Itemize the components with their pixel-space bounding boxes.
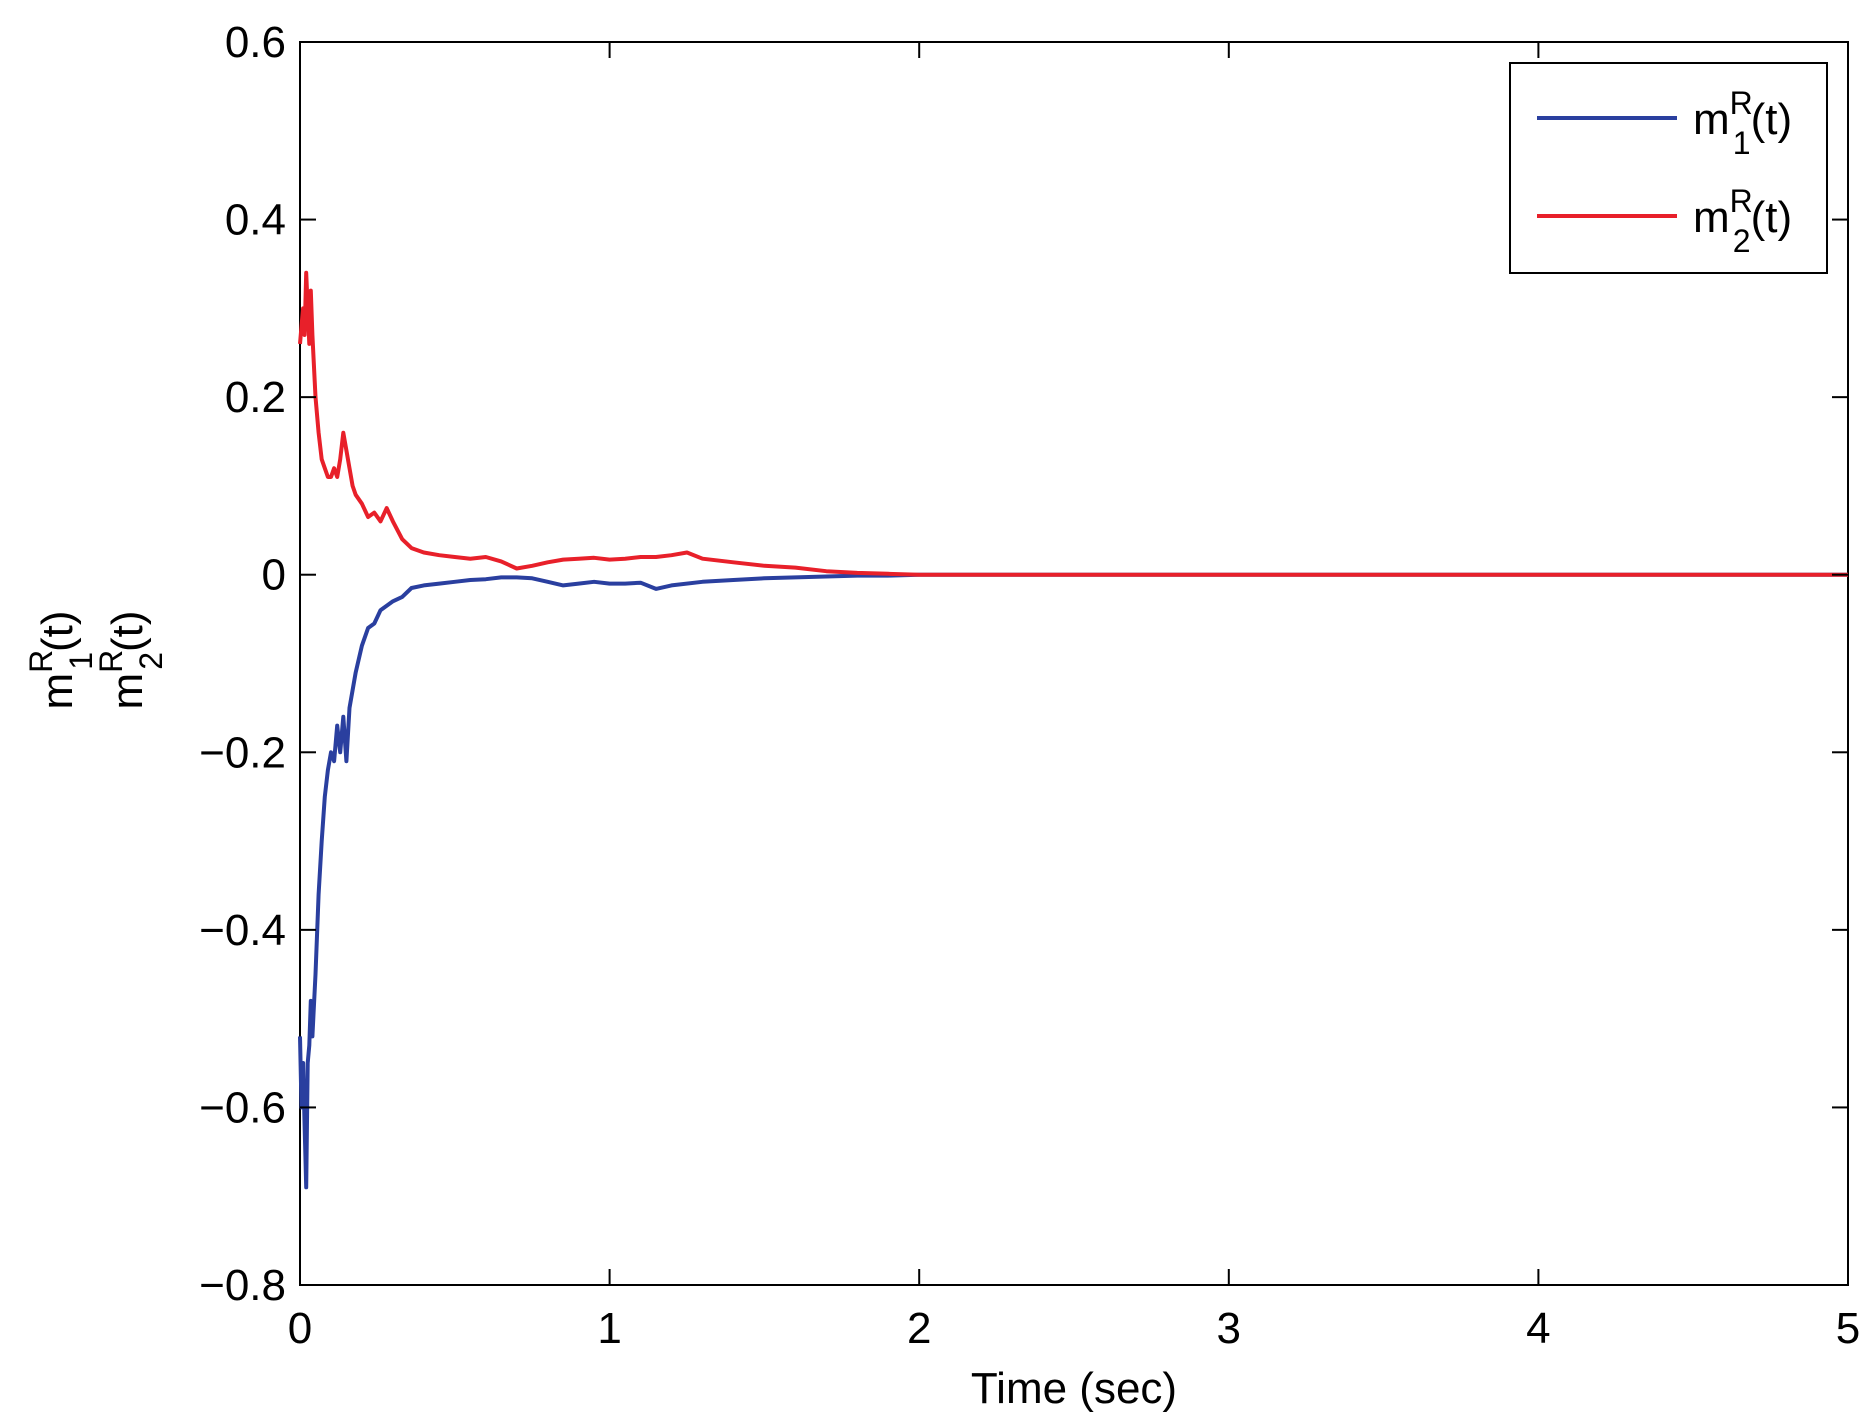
x-tick-label: 5 <box>1836 1304 1860 1353</box>
series-layer <box>298 270 1848 1190</box>
y-axis-title-1: mR 1(t) <box>23 610 99 709</box>
y-axis-title-1-sub: 1 <box>63 652 99 670</box>
legend-label-1-base: m <box>1693 95 1730 144</box>
x-tick-label: 4 <box>1526 1304 1550 1353</box>
legend: mR 1(t)mR 2(t) <box>1509 62 1828 274</box>
y-tick-label: −0.4 <box>199 906 286 955</box>
legend-label-2: mR 2(t) <box>1693 183 1792 259</box>
y-axis-title-1-base: m <box>33 673 82 710</box>
y-axis-title-2: mR 2(t) <box>93 610 169 709</box>
legend-label-2-tail: (t) <box>1751 193 1793 242</box>
y-tick-label: 0.6 <box>225 18 286 67</box>
series-line-2 <box>298 270 1848 577</box>
legend-label-1-sub: 1 <box>1733 125 1751 161</box>
legend-label-1-sup: R <box>1730 85 1753 121</box>
y-axis-title-1-sup: R <box>23 650 59 673</box>
y-axis-title-line-1: mR 1(t) <box>23 610 99 709</box>
y-axis-title-2-sup: R <box>93 650 129 673</box>
y-tick-label: 0.2 <box>225 373 286 422</box>
y-tick-label: −0.6 <box>199 1083 286 1132</box>
y-axis-title-2-tail: (t) <box>103 610 152 652</box>
y-tick-label: 0.4 <box>225 196 286 245</box>
axis-labels: Time (sec)mR 1(t)mR 2(t) <box>23 610 1177 1413</box>
y-tick-label: 0 <box>262 551 286 600</box>
x-tick-label: 0 <box>288 1304 312 1353</box>
y-axis-title-2-sub: 2 <box>133 652 169 670</box>
legend-label-1: mR 1(t) <box>1693 85 1792 161</box>
x-axis-title: Time (sec) <box>971 1364 1177 1413</box>
legend-label-2-sup: R <box>1730 183 1753 219</box>
series-line-1 <box>298 572 1848 1190</box>
plot-frame <box>299 41 1849 1286</box>
legend-label-2-sub: 2 <box>1733 223 1751 259</box>
x-tick-label: 1 <box>597 1304 621 1353</box>
legend-box <box>1509 62 1828 274</box>
legend-label-2-base: m <box>1693 193 1730 242</box>
x-tick-label: 3 <box>1217 1304 1241 1353</box>
y-tick-label: −0.8 <box>199 1261 286 1310</box>
y-axis-title-1-tail: (t) <box>33 610 82 652</box>
legend-label-1-tail: (t) <box>1751 95 1793 144</box>
x-tick-label: 2 <box>907 1304 931 1353</box>
y-axis-title-2-base: m <box>103 673 152 710</box>
y-tick-label: −0.2 <box>199 728 286 777</box>
y-axis-title-line-2: mR 2(t) <box>93 610 169 709</box>
axis-ticks: 0 1 2 3 4 5 −0.8 −0.6 −0.4 −0.2 0 0.2 0.4 0.6 <box>199 18 1860 1353</box>
plot-area <box>299 41 1849 1286</box>
